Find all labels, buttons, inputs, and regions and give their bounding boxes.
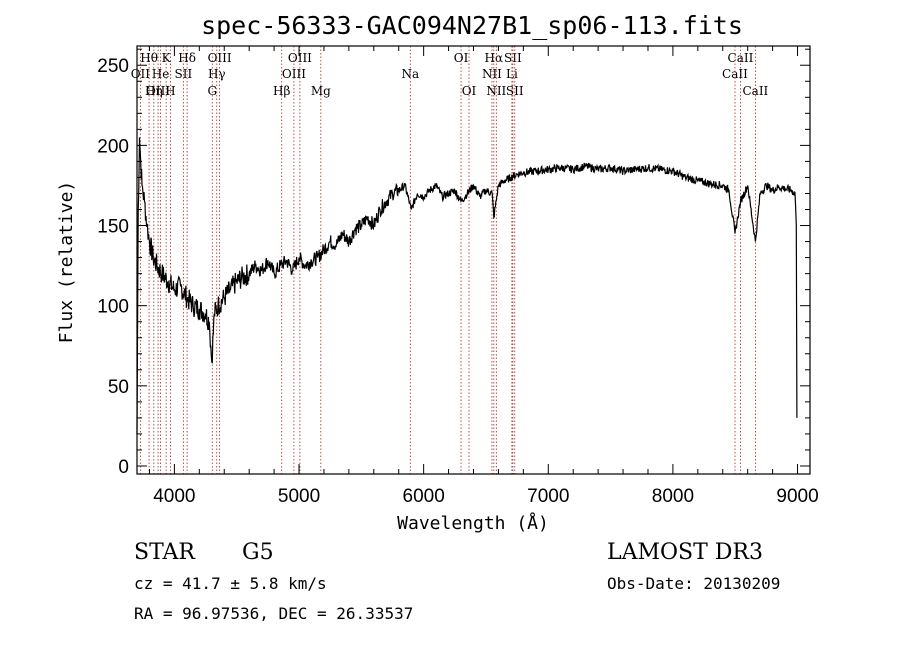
plot-frame (136, 45, 811, 475)
y-tick-label: 0 (118, 457, 129, 478)
line-label: OI (462, 84, 477, 98)
line-label: Hγ (208, 67, 226, 81)
spectral-subclass: G5 (242, 540, 274, 565)
line-label: Hη (145, 84, 163, 98)
observation-date: Obs-Date: 20130209 (607, 574, 781, 593)
flux-series-line (136, 137, 798, 434)
line-label: SII (504, 51, 522, 65)
line-label: Hθ (140, 51, 158, 65)
line-label: OII (131, 67, 151, 81)
y-tick-label: 250 (97, 56, 129, 77)
y-tick-label: 50 (108, 377, 129, 398)
line-label: Na (401, 67, 419, 81)
line-label: G (207, 84, 217, 98)
line-label: OIII (282, 67, 306, 81)
x-tick-label: 7000 (527, 486, 569, 507)
y-axis-ticks: 0 50 100 150 200 250 (97, 48, 810, 478)
line-label: H (165, 84, 175, 98)
x-tick-label: 9000 (776, 486, 818, 507)
line-label: CaII (722, 67, 748, 81)
line-label: CaII (728, 51, 754, 65)
survey-name: LAMOST DR3 (607, 540, 763, 565)
y-tick-label: 100 (97, 297, 129, 318)
line-label: Hβ (273, 84, 290, 98)
line-label: Hδ (178, 51, 196, 65)
line-label: Hα (485, 51, 504, 65)
x-tick-label: 8000 (652, 486, 694, 507)
line-label: K (162, 51, 172, 65)
x-tick-label: 5000 (278, 486, 320, 507)
x-tick-label: 6000 (403, 486, 445, 507)
x-axis-ticks: 4000 5000 6000 7000 8000 9000 (148, 46, 819, 507)
x-tick-label: 4000 (153, 486, 195, 507)
line-label: Li (506, 67, 518, 81)
y-tick-label: 200 (97, 136, 129, 157)
line-label: Mg (311, 84, 331, 98)
redshift-velocity: cz = 41.7 ± 5.8 km/s (134, 574, 327, 593)
line-label: He (152, 67, 170, 81)
line-label: OIII (288, 51, 312, 65)
object-class: STAR (134, 540, 195, 565)
line-label: OIII (208, 51, 232, 65)
line-label: OI (454, 51, 469, 65)
y-axis-label: Flux (relative) (56, 181, 77, 344)
line-label: SII (175, 67, 193, 81)
line-label: CaII (742, 84, 768, 98)
line-label: NII (486, 84, 506, 98)
line-label: OIII (146, 84, 170, 98)
line-label: NII (482, 67, 502, 81)
x-axis-label: Wavelength (Å) (397, 512, 549, 534)
chart-title: spec-56333-GAC094N27B1_sp06-113.fits (201, 11, 743, 40)
line-label: SII (506, 84, 524, 98)
y-tick-label: 150 (97, 217, 129, 238)
sky-coordinates: RA = 96.97536, DEC = 26.33537 (134, 604, 414, 623)
